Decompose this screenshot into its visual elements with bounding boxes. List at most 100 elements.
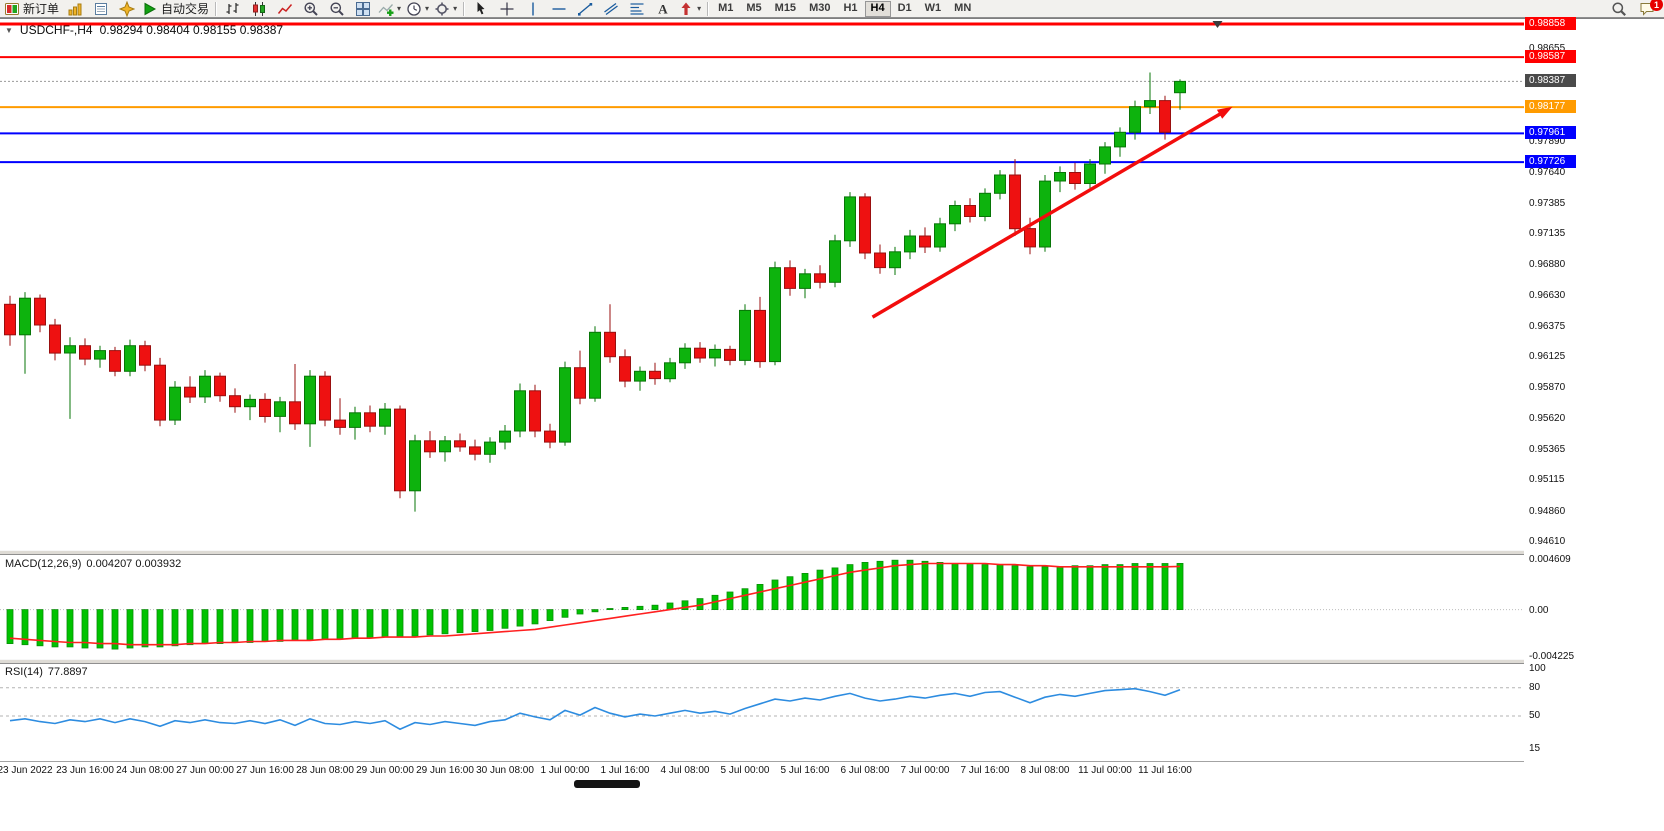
crosshair-icon [499, 1, 515, 17]
toolbar-separator [463, 1, 465, 16]
candle [904, 229, 916, 260]
price-axis[interactable]: 0.986550.981470.978900.976400.973850.971… [1524, 0, 1664, 831]
candle [994, 170, 1006, 200]
cursor-button[interactable] [468, 0, 493, 17]
rsi-axis-label: 80 [1529, 682, 1541, 693]
timeframe-d1-button[interactable]: D1 [892, 1, 918, 17]
macd-histogram-bar [831, 567, 839, 611]
macd-histogram-bar [951, 563, 959, 610]
timeframe-m1-button[interactable]: M1 [712, 1, 739, 17]
timeframe-w1-button[interactable]: W1 [919, 1, 948, 17]
horizontal-scrollbar-thumb[interactable] [574, 780, 640, 788]
messages-button[interactable]: 1 [1634, 0, 1663, 17]
candle [829, 234, 841, 288]
auto-trading-icon [142, 1, 158, 17]
timeframe-m15-button[interactable]: M15 [769, 1, 802, 17]
search-button[interactable] [1606, 0, 1631, 17]
tile-windows-button[interactable] [350, 0, 375, 17]
text-button[interactable]: A [650, 0, 675, 17]
macd-histogram-bar [441, 609, 449, 635]
price-level-label: 0.97726 [1525, 155, 1576, 168]
rsi-values-text: 77.8897 [47, 666, 88, 678]
new-order-button-label: 新订单 [23, 2, 60, 16]
vertical-line-button[interactable] [520, 0, 545, 17]
arrows-button[interactable]: ▾ [676, 0, 703, 17]
macd-histogram-bar [246, 609, 254, 643]
time-tick-label: 5 Jul 16:00 [780, 765, 830, 776]
price-tick-label: 0.95115 [1529, 474, 1565, 485]
horizontal-scrollbar[interactable] [0, 778, 1524, 790]
candle [259, 393, 271, 423]
navigator-button[interactable] [114, 0, 139, 17]
fibonacci-button[interactable] [624, 0, 649, 17]
line-mode-button[interactable] [272, 0, 297, 17]
candle [694, 342, 706, 363]
zoom-out-button[interactable] [324, 0, 349, 17]
time-tick-label: 1 Jul 16:00 [600, 765, 650, 776]
main-chart-canvas[interactable] [0, 19, 1524, 550]
data-window-button[interactable] [88, 0, 113, 17]
candle [709, 344, 721, 367]
market-watch-button[interactable] [62, 0, 87, 17]
templates-button[interactable]: ▾ [432, 0, 459, 17]
panel-splitter[interactable] [0, 550, 1524, 555]
timeframe-mn-button[interactable]: MN [948, 1, 977, 17]
macd-histogram-bar [1041, 566, 1049, 610]
candles-mode-button[interactable] [246, 0, 271, 17]
macd-indicator-label: MACD(12,26,9) 0.004207 0.003932 [5, 558, 181, 570]
candle [304, 370, 316, 447]
candle [634, 366, 646, 391]
price-tick-label: 0.94860 [1529, 506, 1566, 517]
candle [1084, 159, 1096, 189]
horizontal-line-button[interactable] [546, 0, 571, 17]
timeframe-m5-button[interactable]: M5 [740, 1, 767, 17]
macd-histogram-bar [426, 609, 434, 636]
price-level-label: 0.98587 [1525, 50, 1576, 63]
zoom-in-button[interactable] [298, 0, 323, 17]
candle [214, 372, 226, 402]
macd-histogram-bar [411, 609, 419, 637]
candle [319, 371, 331, 427]
timeframe-h1-button[interactable]: H1 [837, 1, 863, 17]
macd-histogram-bar [516, 609, 524, 627]
candle [439, 436, 451, 462]
timeframe-h4-button[interactable]: H4 [864, 0, 891, 17]
macd-histogram-bar [816, 569, 824, 611]
macd-histogram-bar [21, 609, 29, 646]
macd-axis-label: 0.004609 [1529, 554, 1571, 565]
macd-histogram-bar [846, 564, 854, 611]
macd-histogram-bar [591, 609, 599, 613]
hline-icon [551, 1, 567, 17]
price-tick-label: 0.98655 [1529, 43, 1566, 54]
macd-histogram-bar [471, 609, 479, 632]
search-icon [1611, 1, 1627, 17]
macd-histogram-bar [966, 563, 974, 610]
time-tick-label: 6 Jul 08:00 [840, 765, 890, 776]
panel-splitter[interactable] [0, 659, 1524, 664]
auto-trading-button[interactable]: 自动交易 [140, 0, 211, 17]
crosshair-button[interactable] [494, 0, 519, 17]
macd-panel-canvas[interactable] [0, 556, 1524, 659]
toolbar-right-group: 1 [1606, 0, 1663, 17]
price-tick-label: 0.96125 [1529, 351, 1566, 362]
timeframe-m30-button[interactable]: M30 [803, 1, 836, 17]
new-order-button[interactable]: 新订单 [2, 0, 61, 17]
price-level-label: 0.98177 [1525, 100, 1576, 113]
periods-button[interactable]: ▾ [404, 0, 431, 17]
candles-icon [251, 1, 267, 17]
macd-histogram-bar [1011, 565, 1019, 611]
trend-arrow-object[interactable] [871, 106, 1233, 319]
indicators-button[interactable]: ▾ [376, 0, 403, 17]
candle [409, 434, 421, 512]
equidistant-channel-button[interactable] [598, 0, 623, 17]
time-axis[interactable]: 23 Jun 2022 23 Jun 16:00 24 Jun 08:00 27 Ju… [0, 761, 1524, 778]
rsi-panel-canvas[interactable] [0, 665, 1524, 761]
macd-histogram-bar [786, 576, 794, 611]
bars-mode-button[interactable] [220, 0, 245, 17]
candle [499, 425, 511, 450]
trendline-button[interactable] [572, 0, 597, 17]
one-click-trading-toggle[interactable]: ▼ [5, 25, 13, 35]
price-tick-label: 0.96880 [1529, 259, 1566, 270]
time-tick-label: 11 Jul 00:00 [1078, 765, 1132, 776]
channel-icon [603, 1, 619, 17]
